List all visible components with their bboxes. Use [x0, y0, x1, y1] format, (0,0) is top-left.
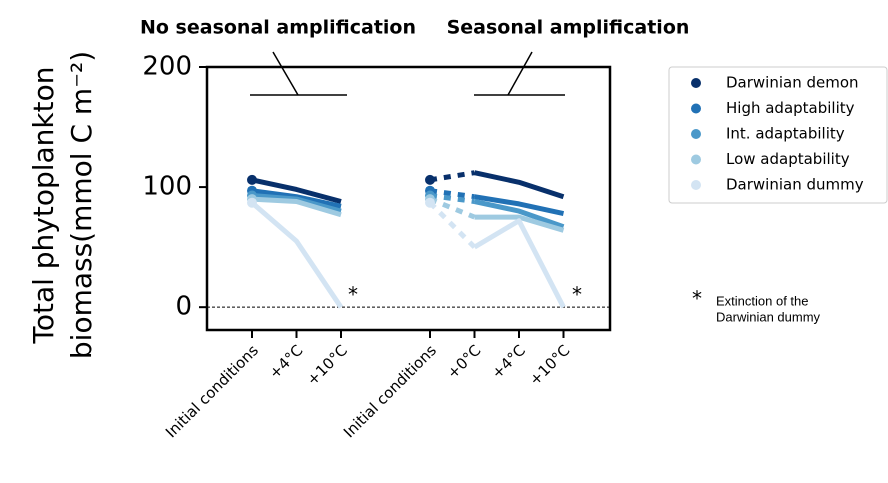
marker: [247, 174, 257, 185]
y-label: Total phytoplankton biomass(mmol C m⁻²): [27, 51, 98, 359]
asterisk: *: [692, 287, 702, 311]
asterisk: *: [572, 283, 582, 307]
series-line: [473, 170, 565, 200]
legend: [668, 66, 888, 204]
marker: [247, 197, 257, 208]
legend-label: Darwinian dummy: [726, 176, 864, 194]
legend-marker: [691, 129, 701, 139]
series-line: [251, 196, 342, 218]
series-line: [429, 196, 476, 220]
x-tick-label: +4°C: [488, 341, 529, 382]
annotation: No seasonal amplification: [140, 17, 416, 39]
series-line: [251, 177, 342, 204]
x-tick-label: Initial conditions: [162, 341, 262, 441]
y-tick-label: 200: [142, 52, 192, 82]
marker: [425, 174, 435, 185]
x-tick-label: +10°C: [303, 341, 351, 389]
series-line: [428, 200, 477, 249]
footnote: Extinction of the: [716, 293, 809, 308]
series-line: [473, 199, 565, 230]
series-line: [473, 218, 566, 309]
y-tick-label: 100: [142, 172, 192, 202]
x-tick-label: +0°C: [443, 341, 484, 382]
legend-marker: [691, 180, 701, 190]
legend-label: Int. adaptability: [726, 125, 845, 143]
x-tick-label: +10°C: [526, 341, 574, 389]
series-line: [474, 194, 565, 216]
y-tick-label: 0: [175, 292, 192, 322]
series-line: [429, 170, 475, 183]
marker: [425, 197, 435, 208]
legend-label: Low adaptability: [726, 150, 850, 168]
x-tick-label: Initial conditions: [340, 341, 440, 441]
series-line: [250, 200, 344, 309]
legend-marker: [691, 103, 701, 114]
brackets: [250, 51, 565, 96]
legend-label: High adaptability: [726, 99, 855, 117]
footnote: Darwinian dummy: [716, 309, 821, 324]
legend-label: Darwinian demon: [726, 74, 859, 92]
x-tick-label: +4°C: [265, 341, 306, 382]
y-label-line: Total phytoplankton: [27, 66, 60, 344]
legend-marker: [691, 78, 701, 88]
y-label-line: biomass(mmol C m⁻²): [65, 51, 98, 359]
series-line: [474, 214, 565, 233]
legend-marker: [691, 154, 701, 165]
asterisk: *: [348, 283, 358, 307]
annotation: Seasonal amplification: [447, 17, 690, 39]
plot-frame: [205, 65, 612, 332]
